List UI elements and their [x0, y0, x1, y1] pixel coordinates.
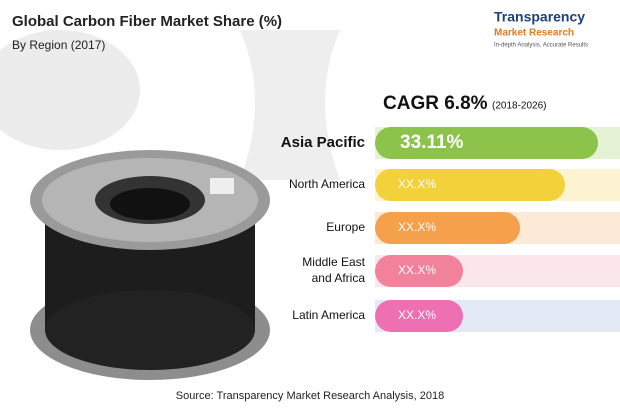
bar — [375, 300, 463, 332]
row-value: 33.11% — [400, 132, 463, 153]
title: Global Carbon Fiber Market Share (%) — [12, 13, 282, 30]
bg-stool — [240, 30, 340, 180]
row-label: and Africa — [312, 271, 366, 285]
logo-tagline: In-depth Analysis. Accurate Results — [494, 43, 588, 49]
cagr-period: (2018-2026) — [492, 101, 546, 112]
row-value: XX.X% — [398, 220, 436, 234]
row-label: Latin America — [292, 308, 365, 322]
row-label: Asia Pacific — [281, 134, 365, 151]
row-value: XX.X% — [398, 177, 436, 191]
cagr: CAGR 6.8% — [383, 93, 488, 114]
subtitle: By Region (2017) — [12, 38, 105, 52]
row-value: XX.X% — [398, 263, 436, 277]
logo-name: Transparency — [494, 9, 585, 25]
bar — [375, 127, 598, 159]
bar — [375, 212, 520, 244]
bg-object — [0, 30, 140, 150]
row-label: Europe — [326, 220, 365, 234]
source: Source: Transparency Market Research Ana… — [176, 390, 444, 402]
row-label: North America — [289, 177, 365, 191]
spool — [30, 150, 270, 380]
row-label: Middle East — [302, 255, 365, 269]
bar — [375, 169, 565, 201]
row-value: XX.X% — [398, 308, 436, 322]
logo-name2: Market Research — [494, 28, 574, 39]
bar — [375, 255, 463, 287]
